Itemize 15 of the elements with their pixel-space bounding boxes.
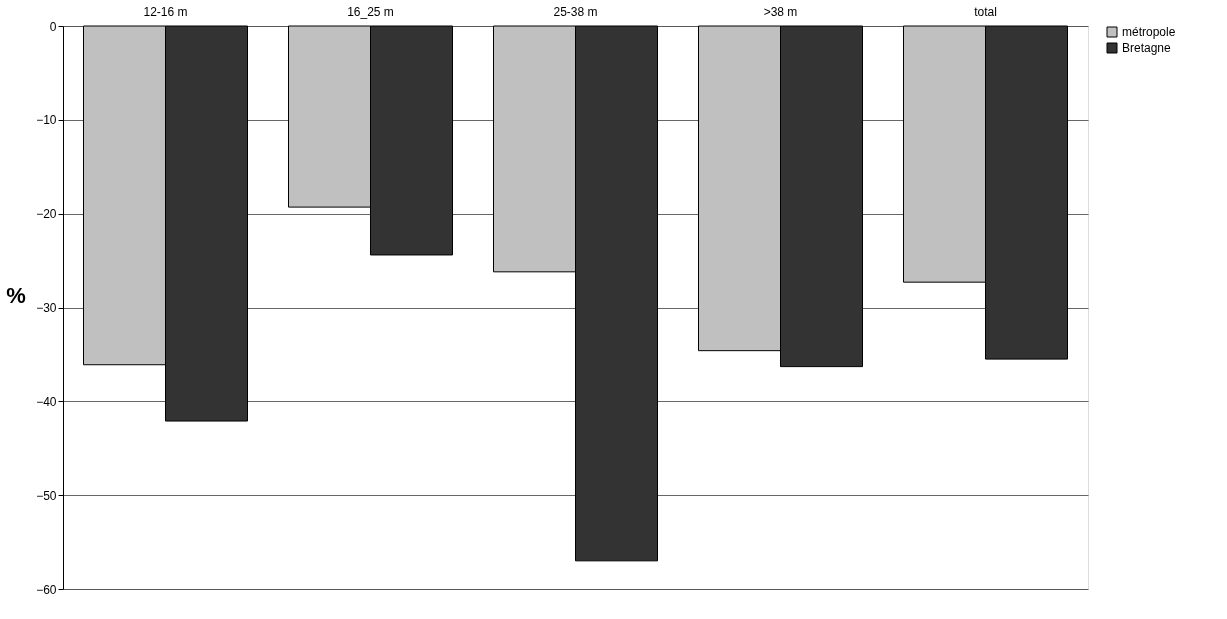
x-tick-label: 25-38 m (553, 4, 598, 19)
y-tick-label: −40 (36, 394, 57, 409)
legend-label: Bretagne (1122, 41, 1172, 55)
x-tick-label: total (974, 4, 997, 19)
x-tick-label: 16_25 m (347, 4, 394, 19)
y-tick-label: −30 (36, 301, 57, 315)
x-tick-label: 12-16 m (143, 4, 188, 19)
y-tick-label: −60 (36, 582, 57, 597)
y-tick-label: −10 (36, 113, 57, 128)
legend-label: métropole (1122, 25, 1176, 39)
y-tick-label: −20 (36, 207, 57, 222)
y-tick-label: 0 (49, 19, 57, 34)
y-axis-title: % (6, 283, 26, 308)
y-tick-label: −50 (36, 488, 57, 503)
x-tick-label: >38 m (763, 4, 798, 19)
